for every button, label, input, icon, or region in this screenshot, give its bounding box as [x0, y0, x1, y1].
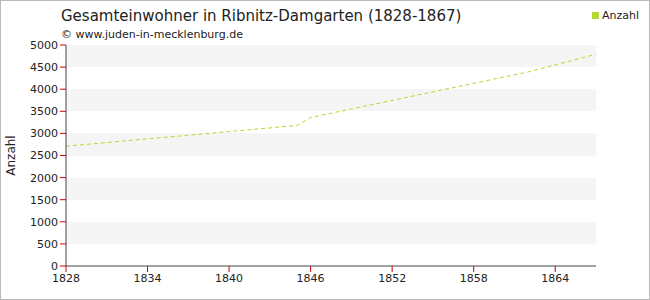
svg-text:1500: 1500: [30, 194, 58, 207]
svg-text:1840: 1840: [215, 272, 243, 285]
svg-text:1834: 1834: [134, 272, 162, 285]
svg-text:1852: 1852: [378, 272, 406, 285]
html-text:Anzahl: Anzahl: [602, 9, 639, 22]
svg-text:2000: 2000: [30, 172, 58, 185]
svg-text:500: 500: [37, 238, 58, 251]
svg-text:3500: 3500: [30, 105, 58, 118]
svg-text:5000: 5000: [30, 39, 58, 52]
svg-text:2500: 2500: [30, 149, 58, 162]
svg-text:1846: 1846: [297, 272, 325, 285]
html-text:© www.juden-in-mecklenburg.de: © www.juden-in-mecklenburg.de: [61, 28, 243, 41]
svg-text:1858: 1858: [460, 272, 488, 285]
svg-text:1000: 1000: [30, 216, 58, 229]
svg-text:Anzahl: Anzahl: [8, 135, 18, 175]
svg-text:1828: 1828: [52, 272, 80, 285]
svg-text:4000: 4000: [30, 83, 58, 96]
svg-text:0: 0: [51, 260, 58, 273]
svg-text:1864: 1864: [541, 272, 569, 285]
svg-text:3000: 3000: [30, 127, 58, 140]
svg-text:4500: 4500: [30, 61, 58, 74]
html-text:Gesamteinwohner in Ribnitz-Dam: Gesamteinwohner in Ribnitz-Damgarten (18…: [61, 7, 462, 25]
